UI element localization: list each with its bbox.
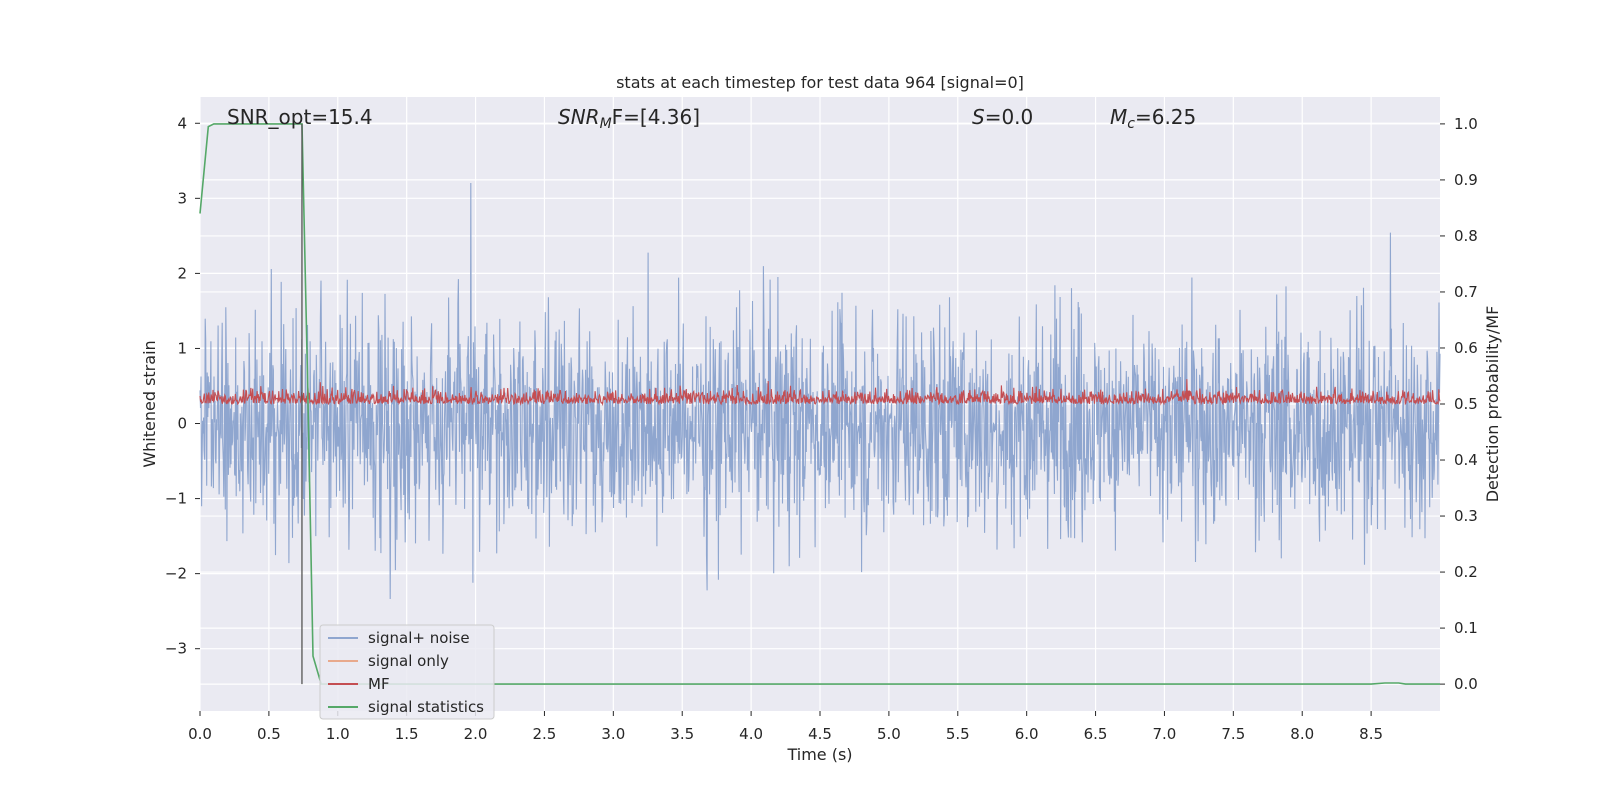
legend-label-signal-noise: signal+ noise bbox=[368, 629, 470, 647]
x-tick-label: 2.0 bbox=[464, 725, 488, 743]
x-tick-label: 5.5 bbox=[946, 725, 970, 743]
legend-box bbox=[319, 624, 495, 720]
series-signal-noise bbox=[199, 182, 1441, 600]
x-tick-label: 4.0 bbox=[739, 725, 763, 743]
noise-trace bbox=[199, 182, 1441, 600]
legend: signal+ noise signal only MF signal stat… bbox=[319, 624, 495, 720]
x-tick-label: 4.5 bbox=[808, 725, 832, 743]
legend-label-mf: MF bbox=[368, 675, 390, 693]
y-tick-label: 4 bbox=[177, 114, 187, 132]
y-tick-label: −1 bbox=[165, 490, 187, 508]
x-tick-label: 0.0 bbox=[188, 725, 212, 743]
y-tick-label: −3 bbox=[165, 640, 187, 658]
x-tick-label: 1.0 bbox=[326, 725, 350, 743]
x-tick-label: 3.0 bbox=[601, 725, 625, 743]
y-right-tick-label: 0.8 bbox=[1454, 227, 1478, 245]
y-right-tick-label: 0.2 bbox=[1454, 563, 1478, 581]
legend-label-signal-only: signal only bbox=[368, 652, 449, 670]
x-tick-label: 6.0 bbox=[1015, 725, 1039, 743]
x-tick-label: 7.5 bbox=[1221, 725, 1245, 743]
x-tick-labels: 0.0 0.5 1.0 1.5 2.0 2.5 3.0 3.5 4.0 4.5 5.0 5.5 6.0 6… bbox=[188, 711, 1383, 743]
x-tick-label: 3.5 bbox=[670, 725, 694, 743]
x-tick-label: 7.0 bbox=[1153, 725, 1177, 743]
x-tick-label: 8.0 bbox=[1290, 725, 1314, 743]
y-right-tick-labels: 1.0 0.9 0.8 0.7 0.6 0.5 0.4 0.3 0.2 0.1 0.0 bbox=[1440, 115, 1478, 693]
y-right-tick-label: 0.5 bbox=[1454, 395, 1478, 413]
chart-title: stats at each timestep for test data 964… bbox=[616, 73, 1024, 92]
y-axis-title: Whitened strain bbox=[140, 340, 159, 467]
y-right-axis-title: Detection probability/MF bbox=[1483, 306, 1502, 503]
annotation-snr-mf: SNRMF=[4.36] bbox=[558, 105, 700, 132]
x-tick-label: 6.5 bbox=[1084, 725, 1108, 743]
y-tick-label: 1 bbox=[177, 339, 187, 357]
annotation-s: S=0.0 bbox=[972, 105, 1033, 129]
x-tick-label: 0.5 bbox=[257, 725, 281, 743]
x-tick-label: 5.0 bbox=[877, 725, 901, 743]
x-tick-label: 8.5 bbox=[1359, 725, 1383, 743]
annotation-mc: Mc=6.25 bbox=[1110, 105, 1196, 132]
x-tick-label: 1.5 bbox=[395, 725, 419, 743]
y-right-tick-label: 1.0 bbox=[1454, 115, 1478, 133]
x-axis-title: Time (s) bbox=[786, 745, 852, 764]
legend-label-signal-statistics: signal statistics bbox=[368, 698, 484, 716]
y-tick-label: 0 bbox=[177, 415, 187, 433]
grid bbox=[199, 97, 1440, 711]
y-right-tick-label: 0.3 bbox=[1454, 507, 1478, 525]
x-tick-label: 2.5 bbox=[533, 725, 557, 743]
y-tick-label: 2 bbox=[177, 264, 187, 282]
mf-trace bbox=[199, 379, 1441, 407]
y-right-tick-label: 0.1 bbox=[1454, 619, 1478, 637]
y-right-tick-label: 0.9 bbox=[1454, 171, 1478, 189]
annotation-snr-opt: SNR_opt=15.4 bbox=[227, 105, 373, 129]
y-right-tick-label: 0.7 bbox=[1454, 283, 1478, 301]
y-tick-labels: 4 3 2 1 0 −1 −2 −3 bbox=[165, 114, 200, 658]
y-tick-label: −2 bbox=[165, 565, 187, 583]
y-right-tick-label: 0.0 bbox=[1454, 675, 1478, 693]
y-tick-label: 3 bbox=[177, 189, 187, 207]
y-right-tick-label: 0.6 bbox=[1454, 339, 1478, 357]
series-mf bbox=[199, 379, 1441, 407]
y-right-tick-label: 0.4 bbox=[1454, 451, 1478, 469]
